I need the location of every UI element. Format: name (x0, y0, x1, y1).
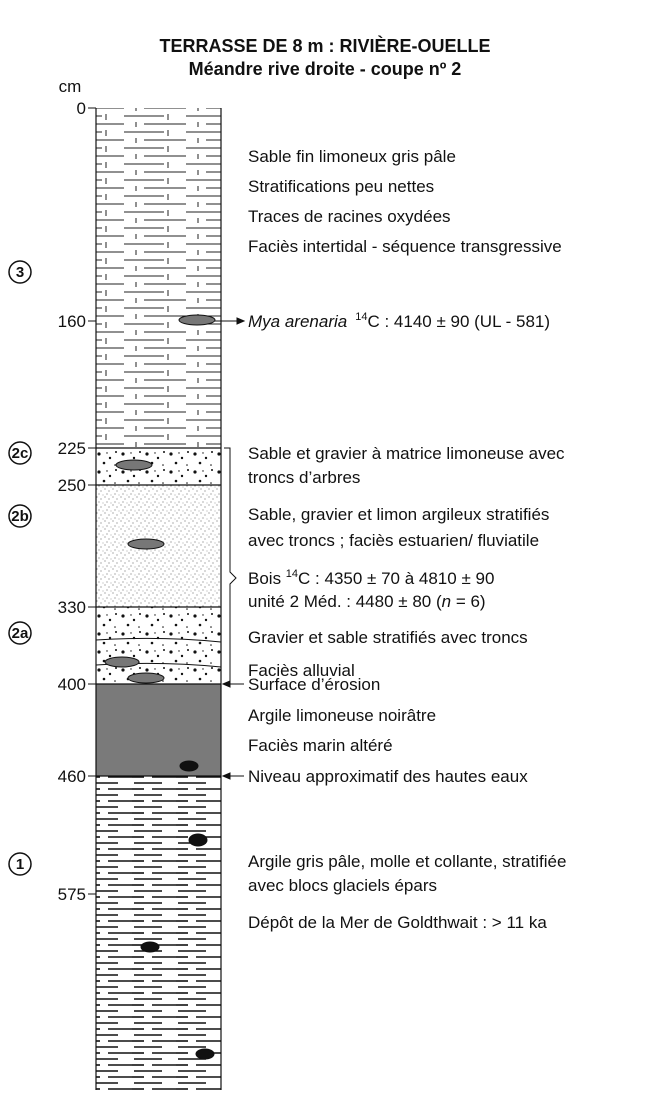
layer-dark-clay (96, 684, 221, 776)
block (180, 761, 198, 771)
depth-label: 0 (77, 99, 86, 118)
unit-label: 2a (12, 625, 29, 642)
description: Surface d’érosion (248, 675, 380, 694)
description: Faciès marin altéré (248, 736, 393, 755)
species: Mya arenaria (248, 312, 347, 331)
isotope: 14 (286, 568, 298, 580)
dating-text: C : 4140 ± 90 (UL - 581) (367, 312, 550, 331)
depth-label: 225 (58, 439, 86, 458)
description: Sable fin limoneux gris pâle (248, 147, 456, 166)
description: Faciès intertidal - séquence transgressi… (248, 237, 562, 256)
description: avec troncs ; faciès estuarien/ fluviati… (248, 531, 539, 550)
dating-prefix: Bois (248, 569, 286, 588)
description: Niveau approximatif des hautes eaux (248, 767, 528, 786)
description: avec blocs glaciels épars (248, 876, 437, 895)
depth-label: 575 (58, 885, 86, 904)
dating: Mya arenaria 14C : 4140 ± 90 (UL - 581) (248, 311, 550, 331)
unit-label: 2b (11, 508, 29, 525)
shell (179, 315, 215, 325)
unit-label: 2c (12, 445, 29, 462)
description: Sable et gravier à matrice limoneuse ave… (248, 444, 565, 463)
depth-label: 400 (58, 675, 86, 694)
title: TERRASSE DE 8 m : RIVIÈRE-OUELLE (159, 35, 490, 56)
layer-silty-sand (96, 108, 221, 448)
depth-label: 330 (58, 598, 86, 617)
subtitle: Méandre rive droite - coupe nº 2 (189, 59, 462, 79)
depth-label: 250 (58, 476, 86, 495)
layer-gravel (96, 448, 221, 485)
description: Stratifications peu nettes (248, 177, 434, 196)
layer-gravel (96, 607, 221, 684)
dating-n: n (442, 592, 451, 611)
dating-text: = 6) (451, 592, 486, 611)
column: 0 160 225 250 330 400 460 575 (58, 99, 221, 1090)
description: Sable, gravier et limon argileux stratif… (248, 505, 549, 524)
description: Argile limoneuse noirâtre (248, 706, 436, 725)
log (128, 673, 164, 683)
description: troncs d’arbres (248, 468, 360, 487)
block (189, 834, 207, 846)
block (196, 1049, 214, 1059)
bracket (224, 448, 236, 684)
layer-clay (96, 776, 221, 1090)
dating-text: C : 4350 ± 70 à 4810 ± 90 (298, 569, 494, 588)
axis-unit: cm (59, 77, 82, 96)
unit-label: 3 (16, 264, 24, 281)
depth-label: 460 (58, 767, 86, 786)
dating: Bois 14C : 4350 ± 70 à 4810 ± 90 (248, 568, 494, 588)
log (105, 657, 139, 667)
descriptions: Sable fin limoneux gris pâle Stratificat… (248, 147, 566, 932)
unit-label: 1 (16, 856, 24, 873)
log (116, 460, 152, 470)
dating-text: unité 2 Méd. : 4480 ± 80 ( (248, 592, 442, 611)
description: Gravier et sable stratifiés avec troncs (248, 628, 528, 647)
isotope: 14 (355, 311, 367, 323)
description: Argile gris pâle, molle et collante, str… (248, 852, 566, 871)
unit-markers: 3 2c 2b 2a 1 (9, 261, 31, 875)
description: Traces de racines oxydées (248, 207, 451, 226)
block (141, 942, 159, 952)
depth-label: 160 (58, 312, 86, 331)
dating: unité 2 Méd. : 4480 ± 80 (n = 6) (248, 592, 486, 611)
log (128, 539, 164, 549)
description: Dépôt de la Mer de Goldthwait : > 11 ka (248, 913, 547, 932)
stratigraphic-column: TERRASSE DE 8 m : RIVIÈRE-OUELLE Méandre… (0, 0, 651, 1094)
